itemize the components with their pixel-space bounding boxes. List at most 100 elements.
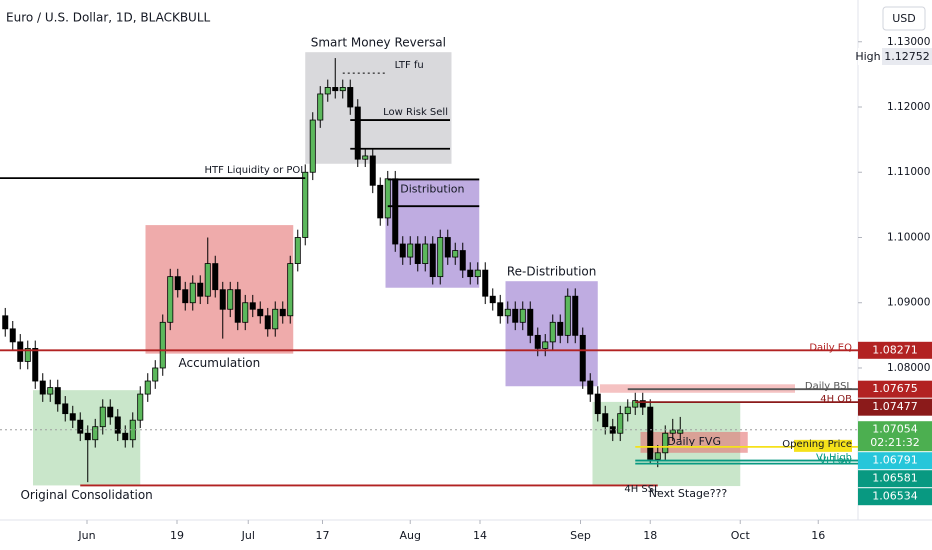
- candle-body: [602, 413, 609, 428]
- candle-body: [534, 334, 541, 349]
- candle-body: [669, 429, 676, 434]
- level-label: Opening Price: [782, 439, 852, 450]
- high-value: 1.12752: [884, 50, 930, 63]
- price-tag: [858, 398, 932, 416]
- candle-body: [24, 348, 31, 362]
- candle-body: [324, 87, 331, 95]
- candle-body: [437, 237, 444, 278]
- price-tag: [858, 421, 932, 452]
- candle-body: [429, 243, 436, 278]
- candle-body: [197, 282, 204, 297]
- x-tick-label: Jul: [241, 529, 255, 542]
- candle-body: [159, 321, 166, 369]
- candle-body: [92, 426, 99, 441]
- candle-body: [467, 269, 474, 278]
- candle-body: [219, 289, 226, 310]
- level-label: HTF Liquidity or POI: [204, 165, 303, 176]
- y-tick-label: 1.12000: [887, 101, 930, 113]
- note: Next Stage???: [649, 487, 728, 500]
- zone-label: Original Consolidation: [20, 488, 152, 502]
- candle-body: [572, 295, 579, 336]
- candle-body: [39, 380, 46, 395]
- chart-title: Euro / U.S. Dollar, 1D, BLACKBULL: [6, 11, 211, 25]
- x-tick-label: 19: [170, 529, 184, 542]
- candle-body: [377, 184, 384, 219]
- level-label: Low Risk Sell: [383, 107, 448, 118]
- x-tick-label: Jun: [77, 529, 95, 542]
- candle-body: [519, 308, 526, 323]
- level-label: Daily EQ: [809, 342, 852, 353]
- candle-body: [459, 250, 466, 271]
- candle-body: [152, 367, 159, 382]
- candle-body: [527, 308, 534, 336]
- x-tick-label: 14: [473, 529, 487, 542]
- candle-body: [384, 178, 391, 219]
- currency-button[interactable]: [882, 6, 926, 31]
- candle-body: [47, 387, 54, 395]
- candle-body: [549, 321, 556, 343]
- candle-body: [662, 432, 669, 454]
- x-tick-label: 17: [316, 529, 330, 542]
- candle-body: [617, 413, 624, 434]
- candle-body: [677, 429, 684, 434]
- price-tag-value: 1.06581: [872, 472, 918, 485]
- candle-body: [542, 341, 549, 349]
- candle-body: [272, 308, 279, 330]
- candle-body: [362, 155, 369, 160]
- candle-body: [264, 315, 271, 330]
- candle-body: [234, 289, 241, 323]
- candle-body: [654, 452, 661, 460]
- candle-body: [69, 413, 76, 421]
- zone-label: Accumulation: [178, 356, 260, 370]
- candle-body: [107, 406, 114, 418]
- candle-body: [17, 341, 24, 362]
- candle-body: [452, 250, 459, 258]
- candle-body: [647, 406, 654, 460]
- candle-body: [114, 416, 121, 434]
- x-tick-label: Sep: [570, 529, 591, 542]
- y-tick-label: 1.09000: [887, 297, 930, 309]
- price-tag-value: 1.07675: [872, 382, 918, 395]
- candle-body: [474, 269, 481, 278]
- candle-body: [407, 243, 414, 258]
- candle-body: [32, 348, 39, 382]
- candle-body: [137, 393, 144, 421]
- candle-body: [414, 243, 421, 264]
- price-tag-value: 1.06791: [872, 454, 918, 467]
- level-label: LTF fu: [395, 60, 424, 71]
- label-highlight: [794, 439, 852, 452]
- candle-body: [122, 432, 129, 441]
- candle-body: [9, 328, 16, 343]
- candle-body: [167, 276, 174, 323]
- price-tag: [858, 452, 932, 470]
- candle-body: [84, 432, 91, 441]
- candle-body: [257, 308, 264, 317]
- level-label: Daily BSL: [805, 381, 853, 392]
- candle-body: [497, 302, 504, 317]
- price-tag-value: 1.07054: [872, 423, 918, 436]
- candle-body: [399, 243, 406, 258]
- x-tick-label: 18: [643, 529, 657, 542]
- candle-body: [332, 87, 339, 92]
- candle-body: [564, 295, 571, 336]
- candle-body: [99, 406, 106, 428]
- candle-body: [482, 269, 489, 297]
- currency-label[interactable]: USD: [892, 12, 916, 25]
- note: 4H SSL: [624, 484, 660, 495]
- zone-label: Re-Distribution: [507, 265, 597, 279]
- candle-body: [317, 93, 324, 121]
- candle-body: [77, 419, 84, 434]
- candle-body: [189, 282, 196, 304]
- candle-body: [639, 400, 646, 408]
- countdown: 02:21:32: [870, 436, 919, 449]
- y-tick-label: 1.11000: [887, 166, 930, 178]
- candle-body: [444, 237, 451, 258]
- candle-body: [392, 178, 399, 245]
- price-tag-value: 1.06534: [872, 490, 918, 503]
- y-tick-label: 1.13000: [887, 36, 930, 48]
- candle-body: [302, 171, 309, 238]
- candle-body: [227, 289, 234, 310]
- high-label: High: [855, 50, 880, 63]
- price-tag: [858, 341, 932, 359]
- candle-body: [309, 119, 316, 173]
